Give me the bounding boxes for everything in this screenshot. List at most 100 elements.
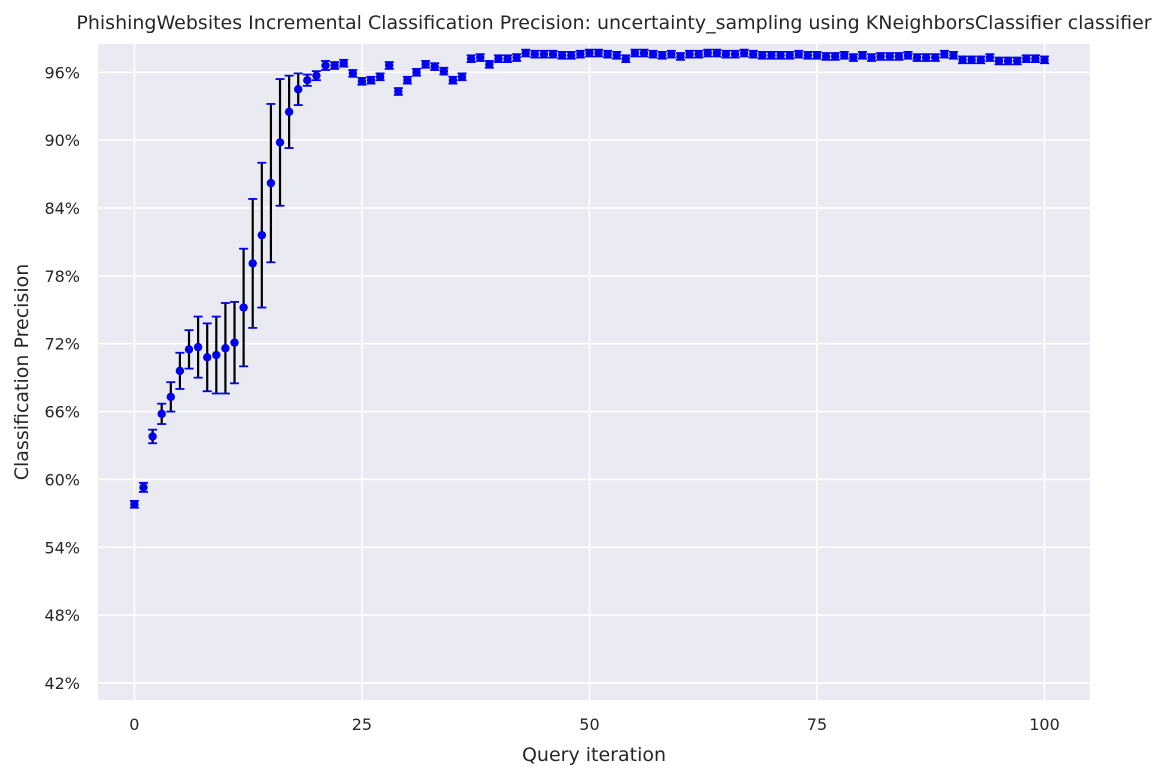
data-point (375, 72, 385, 82)
data-point (849, 53, 858, 62)
data-point (184, 345, 194, 354)
y-tick-label: 90% (44, 131, 80, 150)
data-point (594, 48, 603, 58)
data-point (257, 230, 267, 240)
data-point (476, 53, 485, 62)
data-point (294, 85, 303, 94)
data-point (203, 353, 212, 362)
data-point (694, 49, 703, 59)
grid-lines (98, 44, 1090, 700)
data-point (339, 59, 348, 68)
y-tick-label: 78% (44, 267, 80, 286)
data-point (958, 55, 967, 65)
data-point (530, 49, 540, 59)
x-tick-label: 0 (129, 715, 139, 734)
data-point (193, 342, 203, 352)
data-point (967, 55, 976, 65)
data-point (867, 53, 876, 62)
data-point (885, 52, 894, 61)
data-point (385, 61, 394, 70)
plot-area (98, 44, 1090, 700)
data-point (912, 53, 922, 62)
data-point (658, 51, 667, 60)
data-point (639, 48, 649, 58)
data-point (503, 54, 512, 63)
data-point (840, 51, 849, 60)
data-points (130, 48, 1049, 509)
data-point (758, 51, 767, 60)
data-point (767, 51, 776, 60)
data-point (130, 500, 139, 509)
data-point (521, 48, 530, 58)
data-point (466, 54, 476, 63)
data-point (585, 48, 594, 58)
y-tick-label: 54% (44, 538, 80, 557)
data-point (985, 53, 995, 62)
data-point (676, 52, 685, 61)
data-point (139, 483, 148, 492)
data-point (430, 62, 439, 71)
data-point (749, 49, 758, 59)
data-point (794, 49, 803, 59)
data-point (921, 53, 931, 62)
data-point (275, 138, 285, 147)
data-point (776, 51, 785, 60)
data-point (858, 51, 867, 60)
data-point (239, 303, 248, 312)
y-tick-label: 48% (44, 606, 80, 625)
data-point (421, 60, 430, 69)
y-axis-label: Classification Precision (11, 264, 33, 481)
data-point (512, 53, 521, 62)
data-point (330, 61, 339, 70)
data-point (557, 51, 567, 60)
data-point (821, 52, 831, 61)
data-point (348, 69, 358, 78)
data-point (739, 48, 749, 58)
data-point (685, 49, 694, 59)
x-tick-label: 50 (579, 715, 599, 734)
data-point (812, 51, 822, 60)
data-point (266, 178, 276, 188)
data-point (667, 49, 676, 59)
data-point (457, 72, 467, 82)
data-point (175, 366, 185, 376)
y-tick-label: 60% (44, 470, 80, 489)
y-tick-label: 66% (44, 403, 80, 422)
data-point (931, 53, 940, 62)
data-point (403, 75, 412, 85)
data-point (494, 54, 503, 63)
data-point (703, 48, 712, 58)
x-axis-label: Query iteration (522, 744, 666, 766)
data-point (612, 51, 621, 60)
data-point (630, 48, 640, 58)
data-point (548, 49, 558, 59)
y-tick-label: 72% (44, 335, 80, 354)
data-point (603, 49, 612, 59)
data-point (994, 56, 1004, 66)
data-point (312, 71, 321, 80)
data-point (830, 52, 840, 61)
data-point (567, 51, 576, 60)
chart-title: PhishingWebsites Incremental Classificat… (76, 12, 1151, 34)
data-point (366, 75, 376, 85)
x-tick-label: 100 (1029, 715, 1060, 734)
data-point (394, 87, 403, 96)
y-tick-label: 42% (44, 674, 80, 693)
data-point (1003, 56, 1013, 66)
data-point (166, 392, 176, 402)
x-tick-label: 25 (352, 715, 372, 734)
data-point (785, 51, 794, 60)
data-point (157, 409, 166, 419)
data-point (721, 49, 731, 59)
data-point (485, 60, 494, 69)
data-point (212, 350, 221, 360)
data-point (439, 66, 449, 76)
data-point (539, 49, 549, 59)
data-point (976, 55, 985, 65)
data-point (712, 48, 722, 58)
data-point (1040, 55, 1049, 65)
data-point (1012, 56, 1022, 66)
x-tick-label: 75 (807, 715, 827, 734)
data-point (894, 52, 904, 61)
